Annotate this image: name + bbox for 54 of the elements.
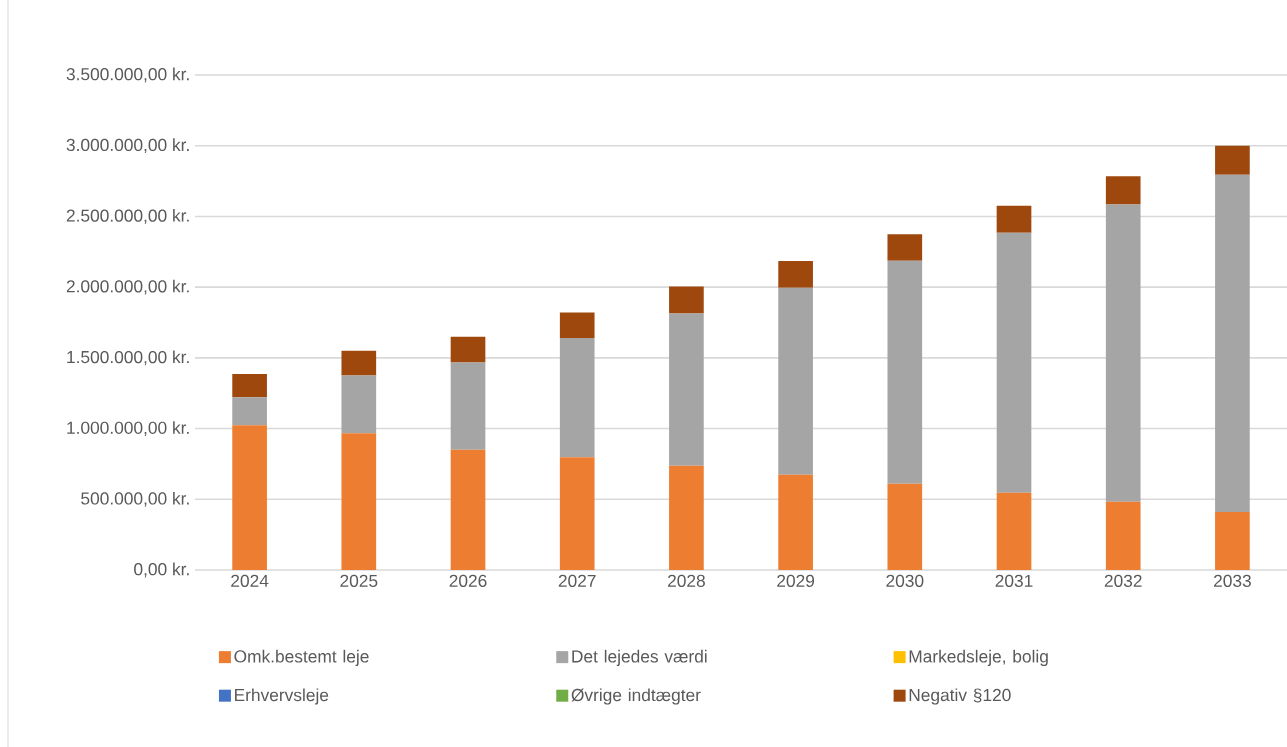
bar	[669, 286, 704, 314]
legend-label: Markedsleje, bolig	[909, 649, 1048, 666]
y-tick-label: 1.500.000,00 kr.	[67, 350, 189, 366]
bar	[341, 375, 377, 434]
bar	[232, 425, 267, 570]
bar	[669, 465, 704, 570]
bar	[996, 205, 1032, 233]
y-tick-label: 500.000,00 kr.	[81, 491, 189, 507]
x-tick-label: 2024	[231, 574, 269, 587]
bar	[341, 350, 377, 376]
x-tick-label: 2029	[777, 574, 815, 587]
bar	[450, 449, 486, 570]
x-tick-label: 2027	[558, 574, 596, 587]
x-tick-label: 2028	[668, 574, 705, 587]
bar	[887, 260, 923, 484]
bar	[669, 313, 704, 466]
bar	[996, 492, 1032, 570]
x-tick-label: 2030	[886, 574, 924, 587]
bar	[1215, 512, 1250, 570]
bar	[341, 433, 377, 570]
legend-label: Erhvervsleje	[235, 688, 329, 705]
bar	[1105, 204, 1141, 502]
bar	[232, 374, 267, 398]
x-tick-label: 2031	[995, 574, 1033, 587]
bar	[450, 336, 486, 363]
x-tick-label: 2032	[1104, 574, 1142, 587]
legend-label: Det lejedes værdi	[572, 649, 707, 666]
bar	[778, 287, 813, 475]
x-tick-label: 2026	[449, 574, 487, 587]
bar	[1105, 176, 1141, 205]
y-tick-label: 3.500.000,00 kr.	[66, 67, 189, 83]
bar	[887, 483, 923, 570]
y-tick-label: 2.500.000,00 kr.	[66, 209, 189, 224]
bar	[778, 474, 813, 570]
bar	[559, 457, 595, 570]
bar	[1215, 145, 1250, 175]
y-tick-label: 1.000.000,00 kr.	[67, 421, 189, 436]
bar	[1215, 174, 1250, 513]
bar	[996, 232, 1032, 493]
bar	[232, 397, 267, 426]
y-tick-label: 3.000.000,00 kr.	[66, 138, 189, 154]
y-tick-label: 0,00 kr.	[134, 562, 189, 578]
y-tick-label: 2.000.000,00 kr.	[66, 279, 189, 295]
bar	[1105, 501, 1141, 570]
bar	[450, 362, 486, 450]
bar	[778, 261, 813, 288]
bar	[887, 234, 923, 261]
x-tick-label: 2025	[340, 574, 378, 587]
legend-label: Negativ §120	[909, 688, 1011, 705]
x-tick-label: 2033	[1214, 574, 1251, 587]
bar	[559, 312, 595, 339]
legend-label: Omk.bestemt leje	[234, 649, 369, 666]
bar	[559, 338, 595, 458]
legend-label: Øvrige indtægter	[571, 688, 701, 705]
